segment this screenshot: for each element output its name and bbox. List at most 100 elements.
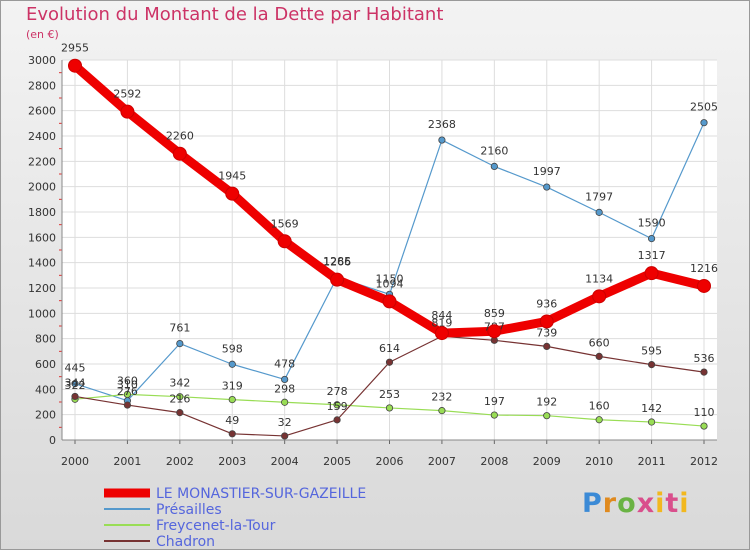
data-point: [176, 393, 184, 401]
y-tick-label: 2000: [28, 181, 56, 194]
y-tick-label: 2400: [28, 130, 56, 143]
data-label: 2160: [480, 144, 508, 157]
data-point: [382, 294, 397, 309]
y-tick-label: 2800: [28, 79, 56, 92]
data-point: [225, 186, 240, 201]
y-tick-label: 400: [35, 383, 56, 396]
data-label: 478: [274, 357, 295, 370]
data-point: [647, 235, 656, 243]
y-tick-label: 800: [35, 333, 56, 346]
data-point: [487, 324, 502, 339]
data-label: 595: [641, 345, 662, 358]
data-label: 110: [694, 406, 715, 419]
data-label: 1134: [585, 272, 613, 285]
y-tick-label: 1400: [28, 257, 56, 270]
y-tick-label: 200: [35, 409, 56, 422]
data-label: 2505: [690, 101, 718, 114]
data-label: 2592: [113, 88, 141, 101]
data-point: [434, 326, 449, 341]
data-label: 159: [327, 400, 348, 413]
data-point: [176, 340, 184, 348]
data-label: 278: [327, 385, 348, 398]
data-label: 160: [589, 400, 610, 413]
y-tick-label: 3000: [28, 54, 56, 67]
data-point: [700, 422, 708, 430]
data-label: 232: [431, 391, 452, 404]
data-point: [490, 411, 498, 419]
legend-label: Chadron: [156, 534, 215, 550]
data-point: [277, 234, 292, 249]
data-label: 536: [694, 352, 715, 365]
data-point: [647, 361, 656, 369]
x-tick-label: 2001: [113, 455, 141, 468]
data-point: [647, 418, 656, 426]
data-label: 1997: [533, 165, 561, 178]
data-point: [71, 392, 79, 401]
data-label: 660: [589, 336, 610, 349]
y-tick-label: 2200: [28, 155, 56, 168]
data-label: 1094: [376, 277, 404, 290]
data-point: [68, 58, 82, 73]
data-label: 310: [117, 379, 138, 392]
y-tick-label: 1200: [28, 282, 56, 295]
x-tick-label: 2000: [61, 455, 89, 468]
data-point: [71, 380, 79, 388]
data-label: 1266: [323, 256, 351, 269]
data-label: 859: [484, 307, 505, 320]
data-point: [595, 208, 603, 216]
y-tick-label: 1000: [28, 307, 56, 320]
data-label: 1569: [271, 217, 299, 230]
data-point: [228, 360, 236, 368]
data-label: 319: [222, 380, 243, 393]
proxiti-logo: Proxiti: [582, 488, 690, 519]
data-point: [333, 416, 341, 424]
data-label: 2260: [166, 130, 194, 143]
data-point: [281, 375, 289, 384]
data-label: 322: [65, 379, 86, 392]
x-tick-label: 2010: [585, 455, 613, 468]
data-point: [543, 342, 551, 350]
data-point: [281, 398, 289, 406]
data-label: 445: [65, 362, 86, 375]
data-point: [120, 104, 135, 119]
data-label: 360: [117, 374, 138, 387]
data-label: 2368: [428, 118, 456, 131]
legend-label: LE MONASTIER-SUR-GAZEILLE: [156, 486, 366, 502]
x-tick-label: 2005: [323, 455, 351, 468]
data-point: [281, 432, 289, 440]
x-tick-label: 2009: [533, 455, 561, 468]
data-label: 819: [431, 316, 452, 329]
data-label: 1150: [376, 272, 404, 285]
data-point: [172, 146, 187, 161]
x-tick-label: 2007: [428, 455, 456, 468]
data-label: 844: [431, 309, 452, 322]
data-label: 761: [169, 322, 190, 335]
x-tick-label: 2003: [218, 455, 246, 468]
data-point: [490, 162, 498, 170]
data-label: 2955: [61, 42, 89, 55]
data-point: [176, 409, 184, 417]
data-label: 1590: [638, 217, 666, 230]
data-label: 342: [169, 377, 190, 390]
y-tick-label: 2600: [28, 105, 56, 118]
data-label: 276: [117, 385, 138, 398]
data-point: [595, 352, 603, 360]
data-label: 936: [536, 297, 557, 310]
data-label: 298: [274, 382, 295, 395]
x-tick-label: 2012: [690, 455, 718, 468]
data-point: [438, 407, 446, 415]
x-tick-label: 2011: [638, 455, 666, 468]
data-label: 49: [225, 414, 239, 427]
data-label: 1285: [323, 255, 351, 268]
x-tick-label: 2002: [166, 455, 194, 468]
data-point: [438, 136, 446, 144]
legend-label: Présailles: [156, 502, 222, 518]
data-label: 142: [641, 402, 662, 415]
data-label: 32: [278, 416, 292, 429]
data-point: [385, 404, 394, 412]
data-point: [592, 289, 607, 304]
data-label: 739: [536, 326, 557, 339]
data-label: 344: [65, 376, 86, 389]
data-label: 1945: [218, 170, 246, 183]
